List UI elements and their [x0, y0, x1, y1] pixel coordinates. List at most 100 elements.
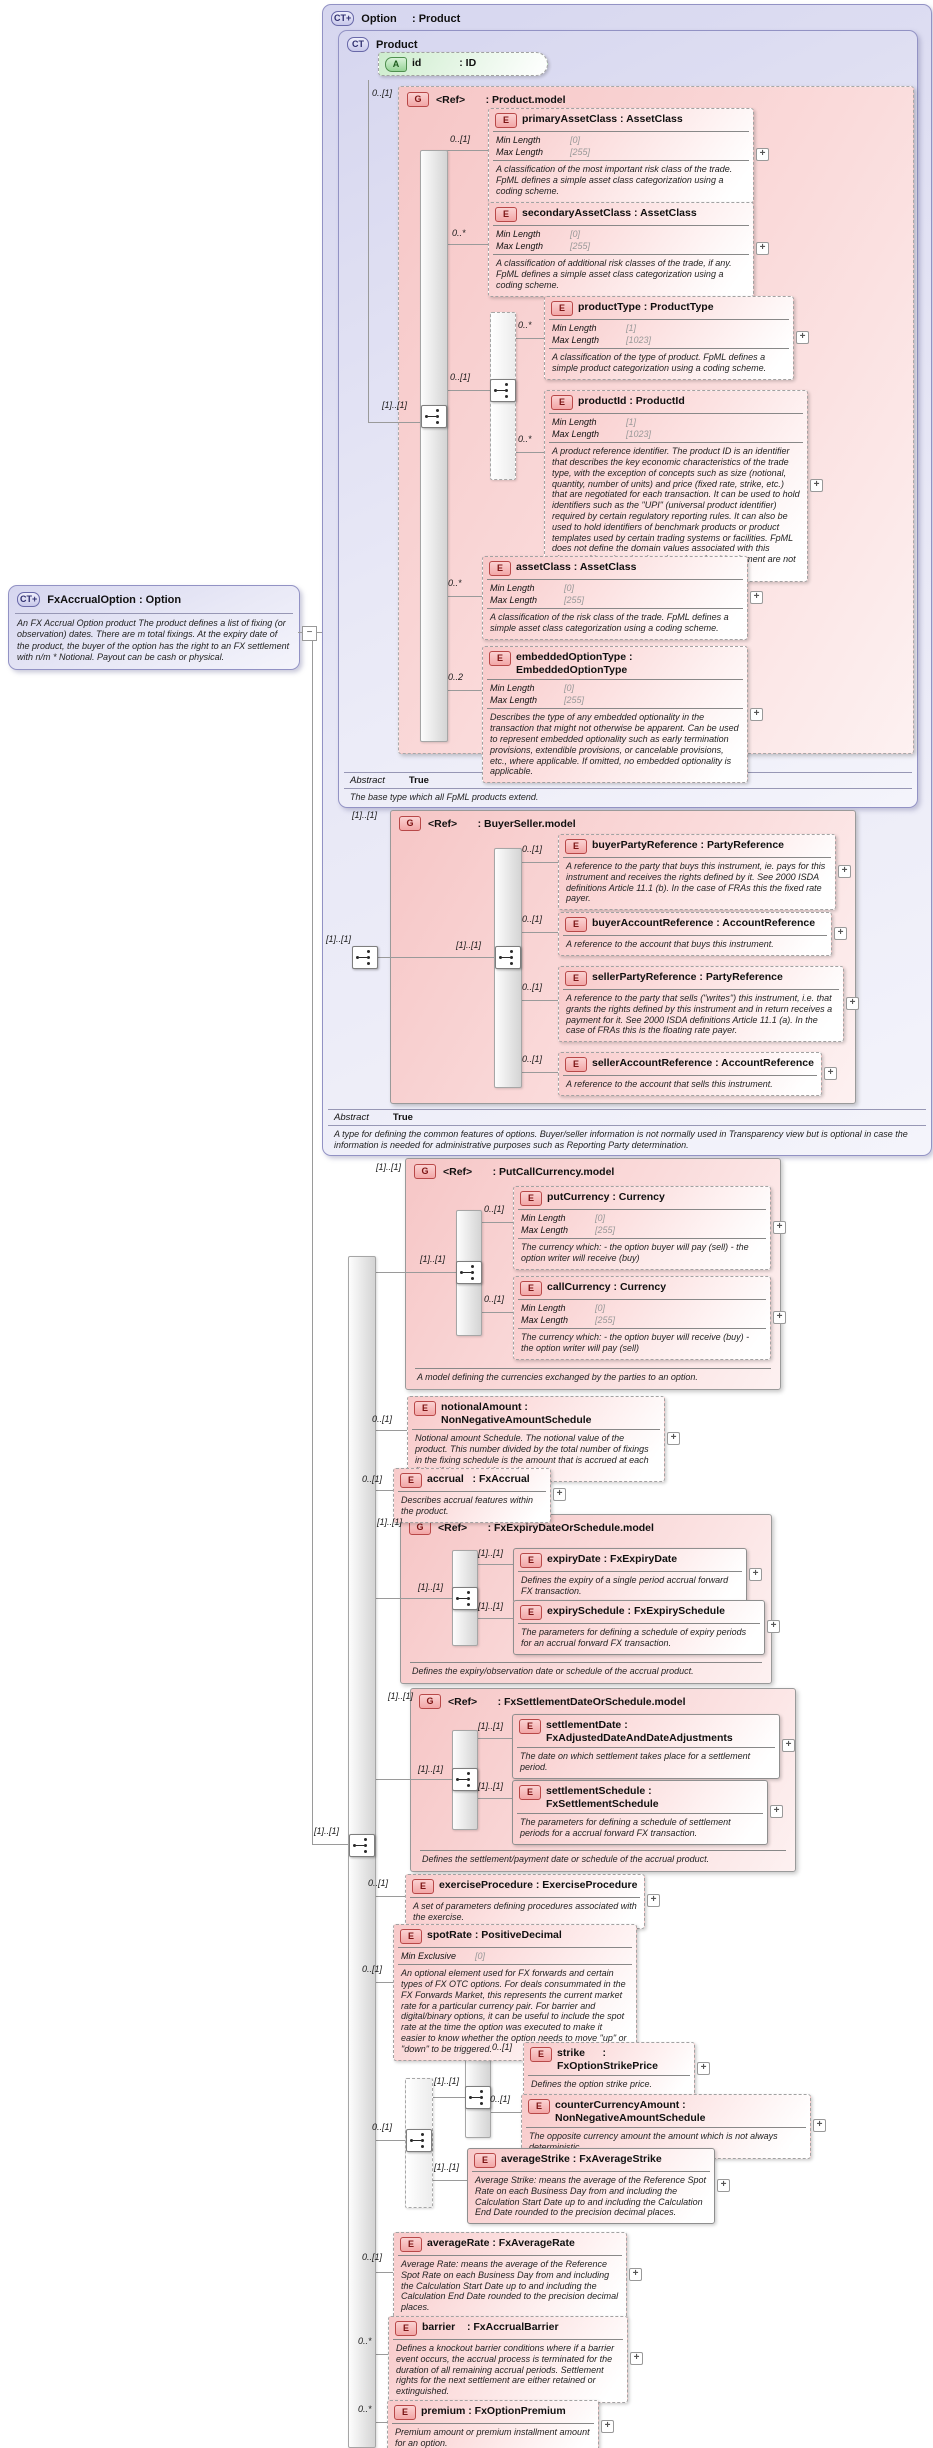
element-badge: E — [519, 1719, 541, 1734]
expand-icon[interactable]: + — [749, 1568, 762, 1582]
cardinality-label: 0..[1] — [372, 2122, 393, 2132]
expand-icon[interactable]: + — [834, 926, 847, 940]
option-type-title: Option : Product — [361, 12, 461, 25]
element-title: id : ID — [412, 57, 477, 69]
cardinality-label: 0..[1] — [450, 372, 471, 382]
choice-connector-icon — [452, 1768, 478, 1791]
group-badge: G — [414, 1164, 436, 1179]
element-description: Average Strike: means the average of the… — [472, 2171, 710, 2223]
element-badge: E — [551, 301, 573, 316]
group-title: <Ref> : Product.model — [436, 93, 566, 106]
expand-icon[interactable]: + — [756, 242, 769, 256]
facet-value: [0] — [564, 683, 575, 694]
group-badge: G — [399, 816, 421, 831]
element-description: A reference to the account that sells th… — [563, 1075, 817, 1095]
cardinality-label: [1]..[1] — [377, 1517, 403, 1527]
facet-label: Min Length — [521, 1303, 566, 1313]
complex-type-badge: CT — [347, 37, 369, 52]
expand-icon[interactable]: + — [773, 1310, 786, 1324]
connector-line — [514, 452, 544, 453]
cardinality-label: 0..* — [518, 320, 532, 330]
facet-value: [255] — [570, 241, 591, 252]
cardinality-label: [1]..[1] — [478, 1721, 504, 1731]
abstract-value: True — [392, 1111, 413, 1123]
element-description: A classification of the type of product.… — [549, 348, 789, 379]
sequence-bar — [420, 150, 448, 742]
expand-icon[interactable]: + — [796, 330, 809, 344]
facet-value: [1023] — [626, 335, 652, 346]
expand-icon[interactable]: + — [667, 1432, 680, 1446]
expand-icon[interactable]: + — [629, 2268, 642, 2282]
cardinality-label: [1]..[1] — [326, 934, 352, 944]
facet-value: [1023] — [626, 429, 652, 440]
element-badge: E — [414, 1401, 436, 1416]
facet-label: Max Length — [552, 335, 600, 346]
facet-value: [255] — [564, 695, 585, 706]
element-title: embeddedOptionType : EmbeddedOptionType — [516, 651, 636, 676]
connector-line — [374, 1490, 393, 1491]
facet-label: Max Length — [490, 595, 538, 606]
cardinality-label: [1]..[1] — [478, 1548, 504, 1558]
connector-line — [374, 2140, 405, 2141]
product-type-title: Product — [376, 38, 418, 51]
expand-icon[interactable]: + — [601, 2420, 614, 2434]
group-footer: Defines the settlement/payment date or s… — [420, 1850, 786, 1868]
element-title: notionalAmount : NonNegativeAmountSchedu… — [441, 1401, 592, 1426]
element-badge: E — [565, 917, 587, 932]
expand-icon[interactable]: + — [697, 2061, 710, 2075]
expand-icon[interactable]: + — [782, 1739, 795, 1753]
element-description: Average Rate: means the average of the R… — [398, 2255, 622, 2318]
expand-icon[interactable]: + — [846, 997, 859, 1011]
cardinality-label: [1]..[1] — [478, 1781, 504, 1791]
sequence-connector-icon — [495, 946, 521, 969]
facet-value: [255] — [564, 595, 585, 606]
facet-label: Max Length — [521, 1225, 569, 1236]
option-type-footer: Abstract True A type for defining the com… — [328, 1108, 926, 1154]
element-title: sellerPartyReference : PartyReference — [592, 971, 783, 983]
expand-icon[interactable]: + — [717, 2179, 730, 2193]
cardinality-label: 0..[1] — [368, 1878, 389, 1888]
connector-line — [374, 1272, 405, 1273]
facet-value: [255] — [595, 1315, 616, 1326]
connector-line — [520, 1000, 558, 1001]
sequence-connector-icon — [465, 2086, 491, 2109]
expand-icon[interactable]: + — [773, 1220, 786, 1234]
element-badge: E — [528, 2099, 550, 2114]
facet-label: Min Length — [490, 683, 535, 694]
expand-icon[interactable]: + — [810, 478, 823, 492]
product-type-header: CT Product — [339, 31, 917, 56]
expand-icon[interactable]: + — [767, 1620, 780, 1634]
element-badge: E — [495, 113, 517, 128]
main-sequence-connector-icon — [349, 1834, 375, 1857]
collapse-icon[interactable]: − — [302, 626, 317, 641]
facet-label: Max Length — [521, 1315, 569, 1326]
facet-value: [0] — [595, 1213, 606, 1223]
expand-icon[interactable]: + — [824, 1066, 837, 1080]
cardinality-label: 0..[1] — [484, 1204, 505, 1214]
complex-type-badge: CT+ — [331, 11, 355, 26]
expand-icon[interactable]: + — [756, 148, 769, 162]
expand-icon[interactable]: + — [630, 2352, 643, 2366]
element-badge: E — [519, 1785, 541, 1800]
element-title: primaryAssetClass : AssetClass — [522, 113, 683, 125]
element-title: strike : FxOptionStrikePrice — [557, 2047, 658, 2072]
option-type-description: A type for defining the common features … — [334, 1128, 908, 1150]
expand-icon[interactable]: + — [750, 707, 763, 721]
expand-icon[interactable]: + — [770, 1805, 783, 1819]
expand-icon[interactable]: + — [647, 1894, 660, 1908]
expand-icon[interactable]: + — [813, 2119, 826, 2133]
connector-line — [480, 1222, 513, 1223]
expand-icon[interactable]: + — [553, 1488, 566, 1502]
choice-connector-icon — [406, 2129, 432, 2152]
expand-icon[interactable]: + — [838, 865, 851, 879]
facet-value: [1] — [626, 417, 637, 427]
expand-icon[interactable]: + — [750, 590, 763, 604]
element-badge: E — [565, 971, 587, 986]
